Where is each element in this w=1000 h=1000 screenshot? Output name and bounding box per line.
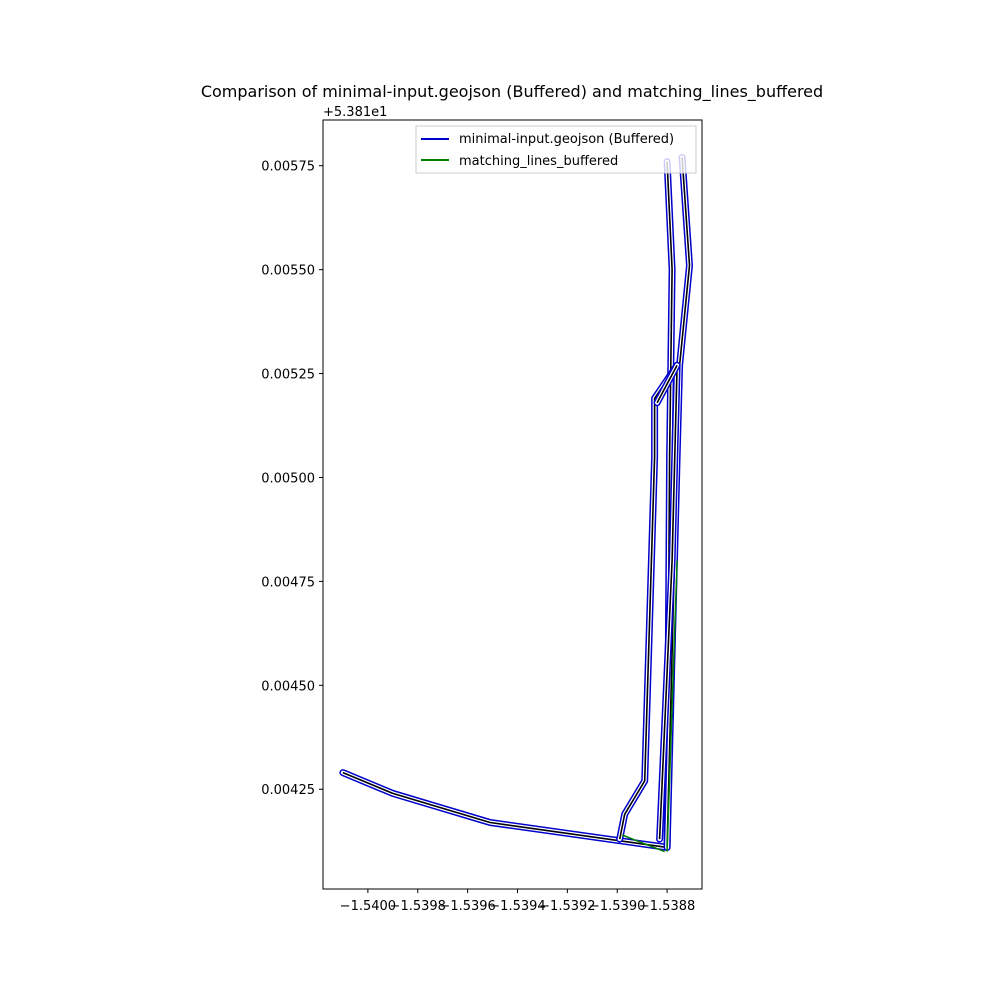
legend-box (415, 125, 697, 174)
x-tick-label: −1.5390 (589, 899, 645, 914)
series-centerline-0 (342, 161, 673, 849)
x-tick-label: −1.5396 (439, 899, 495, 914)
axes-frame (322, 119, 703, 890)
x-tick-label: −1.5388 (639, 899, 695, 914)
y-tick-label: 0.00575 (261, 160, 315, 175)
x-tick-label: −1.5394 (489, 899, 545, 914)
y-tick-label: 0.00425 (261, 783, 315, 798)
series-centerline-2 (618, 364, 678, 840)
y-axis: 0.00425 0.00450 0.00475 0.00500 0.00525 0.005… (261, 160, 323, 798)
series-buffer-outline-0 (339, 158, 676, 851)
legend: minimal-input.geojson (Buffered) matchin… (415, 125, 697, 174)
y-tick-label: 0.00475 (261, 575, 315, 590)
legend-label-matching: matching_lines_buffered (459, 154, 618, 169)
y-tick-label: 0.00500 (261, 471, 315, 486)
x-tick-label: −1.5392 (539, 899, 595, 914)
y-tick-label: 0.00450 (261, 679, 315, 694)
y-tick-label: 0.00550 (261, 264, 315, 279)
y-offset-label: +5.381e1 (323, 105, 387, 120)
series-centerline-3 (656, 364, 678, 404)
chart-title: Comparison of minimal-input.geojson (Buf… (201, 82, 823, 102)
x-tick-label: −1.5400 (340, 899, 396, 914)
series-matching-line-0 (621, 834, 665, 853)
x-axis: −1.5400−1.5398−1.5396−1.5394−1.5392−1.53… (340, 889, 695, 914)
series-matching-line-1 (666, 560, 678, 852)
series-buffer-interior-0 (340, 159, 675, 850)
plot-area (339, 153, 693, 853)
x-tick-label: −1.5398 (390, 899, 446, 914)
legend-label-buffered: minimal-input.geojson (Buffered) (459, 132, 674, 147)
y-tick-label: 0.00525 (261, 368, 315, 383)
